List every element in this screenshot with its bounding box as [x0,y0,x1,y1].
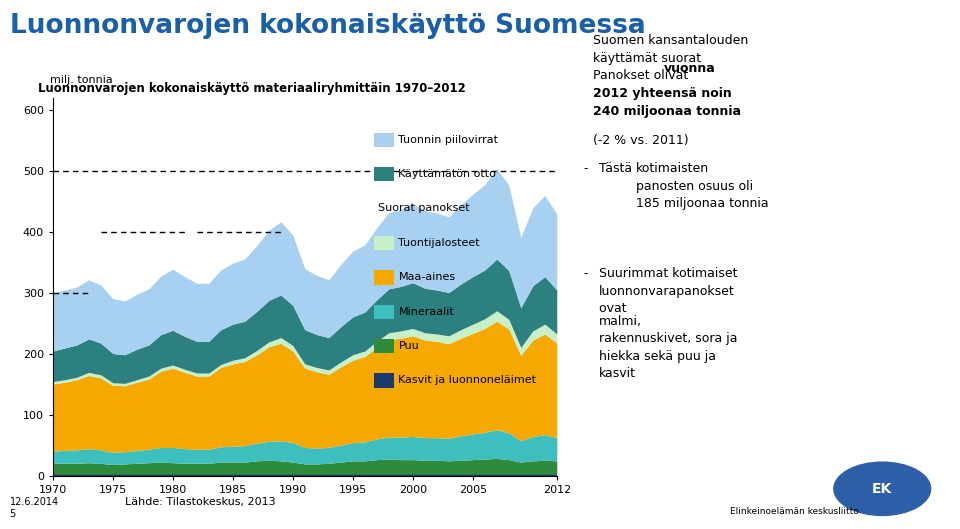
Text: Kasvit ja luonnoneläimet: Kasvit ja luonnoneläimet [398,376,537,385]
Circle shape [834,462,930,515]
Text: malmi,
rakennuskivet, sora ja
hiekka sekä puu ja
kasvit: malmi, rakennuskivet, sora ja hiekka sek… [599,315,737,380]
Text: Mineraalit: Mineraalit [398,307,454,316]
Text: vuonna: vuonna [663,62,715,76]
Text: Suorat panokset: Suorat panokset [378,204,469,213]
Text: Tästä: Tästä [599,162,636,176]
Text: Puu: Puu [398,341,420,351]
Text: Lähde: Tilastokeskus, 2013: Lähde: Tilastokeskus, 2013 [125,497,276,507]
Text: kotimaisten
panosten osuus oli
185 miljoonaa tonnia: kotimaisten panosten osuus oli 185 miljo… [636,162,768,211]
Text: Luonnonvarojen kokonaiskäyttö materiaaliryhmittäin 1970–2012: Luonnonvarojen kokonaiskäyttö materiaali… [38,82,467,95]
Text: Tuonnin piilovirrat: Tuonnin piilovirrat [398,135,498,144]
Text: (-2 % vs. 2011): (-2 % vs. 2011) [593,134,689,147]
Text: Elinkeinoelämän keskusliitto: Elinkeinoelämän keskusliitto [730,507,858,516]
Text: 2012 yhteensä noin
240 miljoonaa tonnia: 2012 yhteensä noin 240 miljoonaa tonnia [593,87,741,118]
Text: Käyttämätön otto: Käyttämätön otto [398,169,496,179]
Text: Tuontijalosteet: Tuontijalosteet [398,238,480,248]
Text: Luonnonvarojen kokonaiskäyttö Suomessa: Luonnonvarojen kokonaiskäyttö Suomessa [10,13,645,39]
Text: Maa-aines: Maa-aines [398,272,456,282]
Text: 12.6.2014
5: 12.6.2014 5 [10,497,59,519]
Text: Suurimmat kotimaiset
luonnonvarapanokset
ovat: Suurimmat kotimaiset luonnonvarapanokset… [599,267,737,315]
Text: -: - [584,162,588,176]
Text: -: - [584,267,588,280]
Text: Suomen kansantalouden
käyttämät suorat
Panokset olivat: Suomen kansantalouden käyttämät suorat P… [593,34,749,83]
Text: milj. tonnia: milj. tonnia [50,75,113,85]
Text: EK: EK [872,482,893,496]
